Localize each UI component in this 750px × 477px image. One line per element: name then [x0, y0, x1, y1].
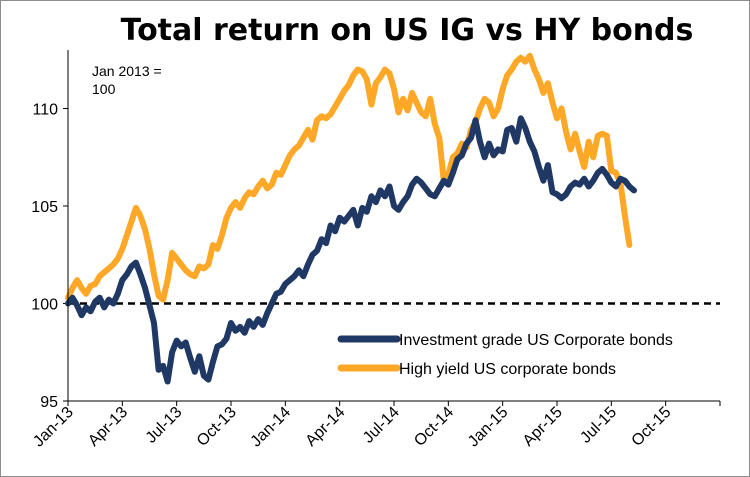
base-note: Jan 2013 = 100 [92, 63, 162, 97]
x-tick-label: Apr-15 [520, 404, 566, 450]
y-tick-label: 110 [32, 102, 58, 119]
base-note-line-1: Jan 2013 = [92, 63, 162, 79]
x-tick-label: Oct-14 [411, 404, 457, 450]
x-tick-label: Jul-15 [577, 404, 620, 447]
x-axis-ticks: Jan-13 Apr-13 Jul-13 Oct-13 Jan-14 Apr-14 Jul-… [30, 401, 721, 451]
y-axis-ticks: 95 100 105 110 [31, 102, 68, 411]
x-tick-label: Jan-14 [248, 404, 295, 451]
x-tick-label: Apr-14 [303, 404, 349, 450]
chart-title: Total return on US IG vs HY bonds [121, 13, 694, 48]
x-tick-label: Oct-13 [194, 404, 240, 450]
series-lines [65, 52, 637, 385]
y-tick-label: 95 [40, 394, 58, 411]
x-tick-label: Apr-13 [85, 404, 131, 450]
y-tick-label: 100 [31, 297, 58, 314]
x-tick-label: Jul-13 [143, 404, 186, 447]
series-line-high-yield [65, 52, 633, 303]
legend-label-investment-grade: Investment grade US Corporate bonds [399, 332, 673, 349]
legend: Investment grade US Corporate bonds High… [337, 332, 673, 378]
x-tick-label: Jul-14 [360, 404, 403, 447]
y-tick-label: 105 [31, 199, 58, 216]
base-note-line-2: 100 [92, 81, 116, 97]
x-tick-label: Jan-15 [465, 404, 512, 451]
legend-label-high-yield: High yield US corporate bonds [399, 361, 616, 378]
x-tick-label: Oct-15 [629, 404, 675, 450]
series-line-investment-grade [65, 115, 637, 385]
